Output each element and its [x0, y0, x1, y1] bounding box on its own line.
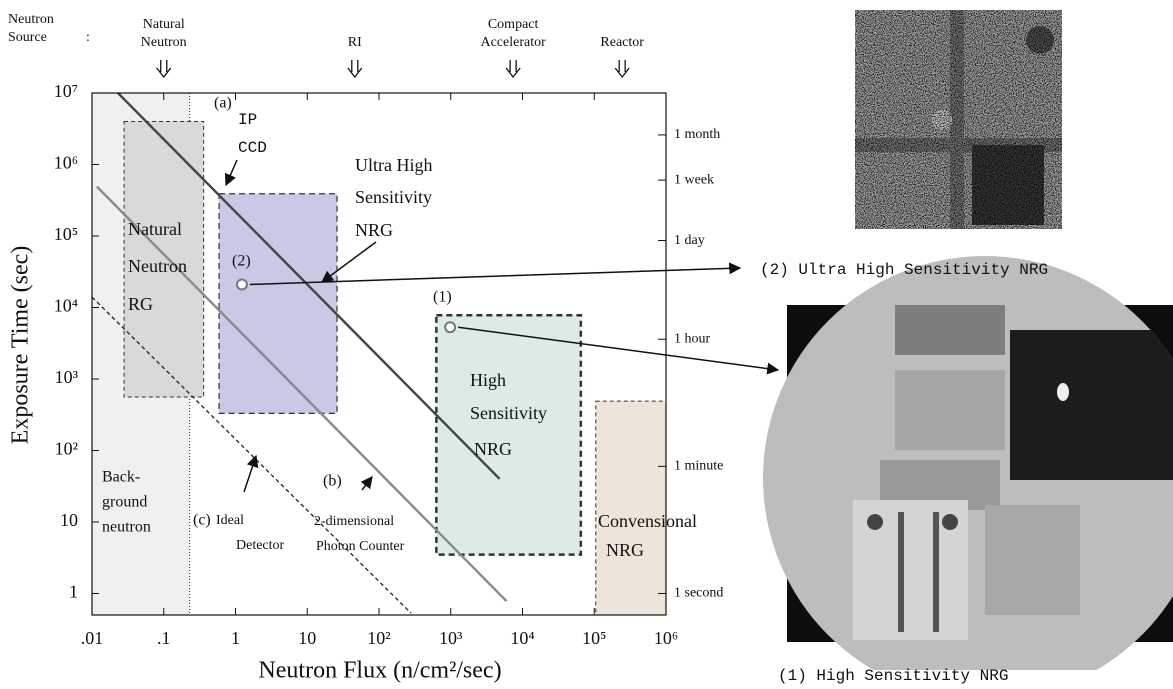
- source-label: Compact: [488, 17, 539, 32]
- region: [596, 401, 666, 615]
- source-arrow: [348, 60, 362, 77]
- point-name: (1): [433, 289, 452, 306]
- series-label: Detector: [236, 538, 285, 553]
- chart: .01 .1 1 10 10² 10³ 10⁴ 10⁵ 10⁶ 1 10 10² 10³ 10⁴ 10⁵ 10…: [0, 0, 1173, 689]
- region-label: NRG: [474, 439, 512, 459]
- y-tick-label: 10⁶: [54, 153, 78, 173]
- y-tick-label: 1: [69, 582, 78, 602]
- series-label: 2-dimensional: [314, 514, 394, 529]
- source-arrow: [157, 60, 171, 77]
- series-label: IP: [238, 111, 257, 129]
- region-label: High: [470, 370, 506, 390]
- image-caption: (2) Ultra High Sensitivity NRG: [760, 261, 1048, 279]
- x-tick-label: 10³: [439, 628, 463, 648]
- x-tick-label: 10⁶: [654, 628, 678, 648]
- y2-tick-label: 1 day: [674, 233, 705, 248]
- x-tick-label: .01: [81, 628, 104, 648]
- x-tick-label: .1: [157, 628, 171, 648]
- source-arrow: [615, 60, 629, 77]
- y2-tick-label: 1 month: [674, 127, 720, 142]
- series-name: (c): [193, 512, 211, 529]
- region-label: RG: [128, 294, 153, 314]
- region-label: Convensional: [598, 511, 697, 531]
- data-point: [445, 322, 455, 332]
- y-tick-label: 10⁴: [54, 296, 78, 316]
- region: [219, 194, 337, 414]
- y-axis-label: Exposure Time (sec): [8, 246, 34, 445]
- ultra-high-image: [855, 10, 1062, 229]
- series-label: CCD: [238, 139, 267, 157]
- source-label: Accelerator: [480, 35, 546, 50]
- y2-tick-label: 1 second: [674, 586, 723, 601]
- y-tick-label: 10⁵: [54, 224, 78, 244]
- y-tick-label: 10⁷: [54, 81, 78, 101]
- region-label: NRG: [355, 220, 393, 240]
- region-label: Natural: [128, 219, 182, 239]
- source-arrow: [506, 60, 520, 77]
- background-label: ground: [102, 494, 147, 511]
- source-label: Natural: [143, 17, 185, 32]
- source-label: Reactor: [600, 35, 644, 50]
- series-name: (a): [214, 95, 232, 112]
- x-tick-label: 10⁵: [582, 628, 606, 648]
- image-caption: (1) High Sensitivity NRG: [778, 667, 1008, 685]
- y2-tick-label: 1 week: [674, 172, 714, 187]
- series-label: Photon Counter: [316, 539, 405, 554]
- x-tick-label: 10⁴: [510, 628, 534, 648]
- y-tick-label: 10³: [55, 367, 79, 387]
- region-label: Ultra High: [355, 155, 432, 175]
- x-tick-label: 10²: [367, 628, 390, 648]
- point-name: (2): [232, 253, 251, 270]
- y-tick-label: 10²: [55, 439, 78, 459]
- y2-tick-label: 1 hour: [674, 331, 711, 346]
- source-heading: Source: [8, 30, 47, 45]
- x-axis-label: Neutron Flux (n/cm²/sec): [258, 658, 501, 684]
- x-tick-label: 10: [298, 628, 316, 648]
- background-label: neutron: [102, 519, 151, 536]
- source-label: RI: [348, 35, 362, 50]
- data-point: [237, 279, 247, 289]
- high-sensitivity-image: [760, 250, 1173, 670]
- region-label: Sensitivity: [470, 403, 547, 423]
- background-label: Back-: [102, 469, 140, 486]
- region: [436, 315, 580, 554]
- region-label: Neutron: [128, 256, 187, 276]
- series-name: (b): [323, 473, 342, 490]
- source-heading: Neutron: [8, 12, 54, 27]
- page: {"chart_data": { "type": "region", "xlab…: [0, 0, 1173, 689]
- x-tick-label: 1: [231, 628, 240, 648]
- series-label: Ideal: [216, 513, 244, 528]
- source-heading: :: [86, 30, 90, 45]
- region-label: NRG: [606, 540, 644, 560]
- source-label: Neutron: [141, 35, 187, 50]
- y2-tick-label: 1 minute: [674, 459, 723, 474]
- y-tick-label: 10: [60, 510, 78, 530]
- region-label: Sensitivity: [355, 187, 432, 207]
